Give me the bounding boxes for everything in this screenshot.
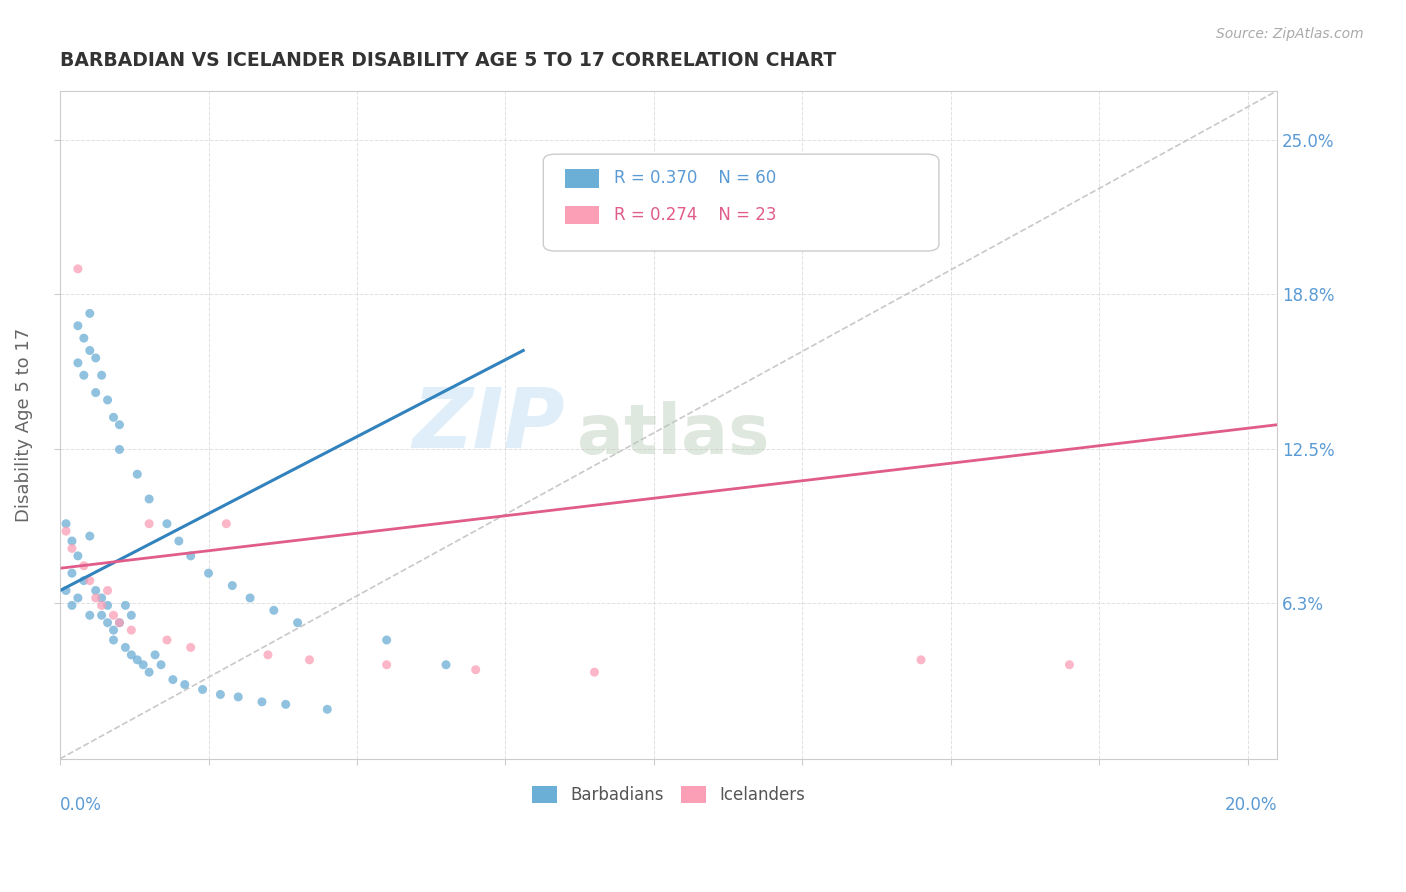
- Point: [97, 599, 120, 613]
- Text: R = 0.274    N = 23: R = 0.274 N = 23: [614, 206, 776, 224]
- Point: [156, 516, 179, 531]
- Point: [156, 632, 179, 647]
- Point: [167, 534, 190, 549]
- Point: [97, 392, 120, 407]
- Point: [143, 648, 166, 662]
- FancyBboxPatch shape: [543, 154, 939, 251]
- Point: [127, 653, 149, 667]
- Point: [1059, 657, 1081, 672]
- Point: [120, 648, 142, 662]
- Legend: Barbadians, Icelanders: Barbadians, Icelanders: [526, 779, 811, 811]
- Point: [84, 351, 107, 365]
- Point: [55, 583, 77, 598]
- Point: [191, 682, 214, 697]
- Point: [103, 632, 125, 647]
- Point: [138, 516, 160, 531]
- Point: [79, 306, 101, 320]
- Point: [60, 566, 83, 581]
- Point: [60, 599, 83, 613]
- Point: [263, 603, 285, 617]
- Point: [226, 690, 249, 704]
- Point: [60, 534, 83, 549]
- Point: [464, 663, 486, 677]
- Text: ZIP: ZIP: [412, 384, 565, 466]
- Point: [103, 623, 125, 637]
- Point: [583, 665, 606, 680]
- Point: [55, 524, 77, 538]
- Point: [162, 673, 184, 687]
- Point: [90, 608, 112, 623]
- Point: [79, 343, 101, 358]
- Point: [120, 608, 142, 623]
- Point: [120, 623, 142, 637]
- Bar: [565, 169, 599, 187]
- Point: [132, 657, 155, 672]
- Point: [73, 574, 96, 588]
- Point: [434, 657, 457, 672]
- Point: [910, 653, 932, 667]
- Point: [90, 599, 112, 613]
- Point: [66, 261, 89, 276]
- Point: [73, 331, 96, 345]
- Point: [66, 356, 89, 370]
- Point: [114, 599, 136, 613]
- Point: [66, 318, 89, 333]
- Text: Source: ZipAtlas.com: Source: ZipAtlas.com: [1216, 27, 1364, 41]
- Point: [103, 608, 125, 623]
- Point: [316, 702, 339, 716]
- Point: [257, 648, 280, 662]
- Point: [108, 417, 131, 432]
- Point: [84, 583, 107, 598]
- Point: [79, 608, 101, 623]
- Point: [79, 574, 101, 588]
- Point: [209, 688, 232, 702]
- Point: [108, 442, 131, 457]
- Point: [79, 529, 101, 543]
- Point: [114, 640, 136, 655]
- Point: [197, 566, 219, 581]
- Point: [221, 578, 243, 592]
- Point: [108, 615, 131, 630]
- Point: [66, 591, 89, 605]
- Point: [55, 516, 77, 531]
- Point: [97, 583, 120, 598]
- Point: [239, 591, 262, 605]
- Text: R = 0.370    N = 60: R = 0.370 N = 60: [614, 169, 776, 187]
- Text: BARBADIAN VS ICELANDER DISABILITY AGE 5 TO 17 CORRELATION CHART: BARBADIAN VS ICELANDER DISABILITY AGE 5 …: [60, 51, 837, 70]
- Point: [108, 615, 131, 630]
- Point: [103, 410, 125, 425]
- Point: [97, 615, 120, 630]
- Point: [138, 491, 160, 506]
- Point: [375, 632, 398, 647]
- Point: [274, 698, 297, 712]
- Point: [90, 368, 112, 383]
- Point: [180, 549, 202, 563]
- Point: [90, 591, 112, 605]
- Point: [215, 516, 238, 531]
- Point: [66, 549, 89, 563]
- Point: [73, 558, 96, 573]
- Text: atlas: atlas: [578, 401, 770, 468]
- Point: [60, 541, 83, 556]
- Bar: [565, 205, 599, 224]
- Point: [298, 653, 321, 667]
- Point: [84, 591, 107, 605]
- Y-axis label: Disability Age 5 to 17: Disability Age 5 to 17: [15, 327, 32, 522]
- Point: [138, 665, 160, 680]
- Point: [761, 178, 783, 192]
- Text: 0.0%: 0.0%: [60, 796, 103, 814]
- Point: [173, 677, 195, 691]
- Text: 20.0%: 20.0%: [1225, 796, 1277, 814]
- Point: [73, 368, 96, 383]
- Point: [180, 640, 202, 655]
- Point: [150, 657, 173, 672]
- Point: [127, 467, 149, 482]
- Point: [250, 695, 273, 709]
- Point: [84, 385, 107, 400]
- Point: [375, 657, 398, 672]
- Point: [287, 615, 309, 630]
